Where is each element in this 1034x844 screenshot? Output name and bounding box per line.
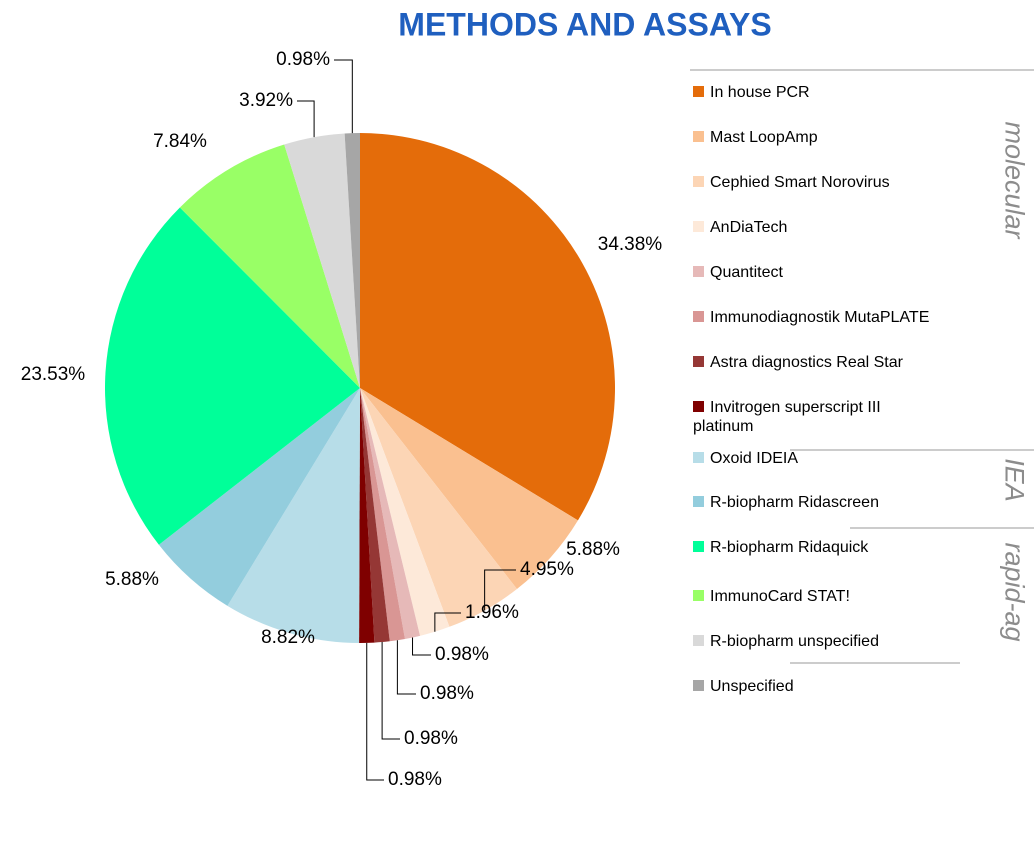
pie-slice — [360, 388, 405, 642]
pie-slice — [344, 133, 360, 388]
legend-label: Astra diagnostics Real Star — [710, 354, 903, 371]
legend-group-label: molecular — [999, 121, 1030, 239]
pie-slice — [284, 133, 360, 388]
legend-swatch — [693, 680, 704, 691]
legend-label: In house PCR — [710, 84, 810, 101]
leader-line — [297, 100, 315, 138]
leader-line — [381, 642, 400, 740]
legend-item: AnDiaTech — [693, 218, 787, 237]
legend-swatch — [693, 86, 704, 97]
data-label: 0.98% — [420, 683, 474, 704]
pie-slice — [360, 388, 578, 589]
legend-item: Quantitect — [693, 263, 783, 282]
legend-item: R-biopharm Ridaquick — [693, 538, 868, 557]
legend-swatch — [693, 266, 704, 277]
legend-label: AnDiaTech — [710, 219, 788, 236]
legend-swatch — [693, 590, 704, 601]
legend-swatch — [693, 401, 704, 412]
pie-slice — [179, 144, 360, 388]
pie-slice — [360, 388, 517, 627]
pie-slice — [227, 388, 360, 643]
pie-slice — [360, 388, 421, 640]
data-label: 1.96% — [465, 602, 519, 623]
legend-group-label: IEA — [999, 458, 1030, 502]
legend-swatch — [693, 221, 704, 232]
legend-label: Cephied Smart Norovirus — [710, 174, 890, 191]
leader-line — [412, 637, 431, 656]
data-label: 0.98% — [435, 644, 489, 665]
legend-swatch — [693, 541, 704, 552]
data-label: 0.98% — [388, 769, 442, 790]
legend-item: R-biopharm unspecified — [693, 632, 879, 651]
data-label: 0.98% — [276, 49, 330, 70]
legend-group-label: rapid-ag — [999, 542, 1030, 642]
legend-swatch — [693, 356, 704, 367]
pie-slice — [158, 388, 360, 606]
leader-line — [484, 569, 516, 611]
leader-line — [366, 642, 384, 781]
legend-item: R-biopharm Ridascreen — [693, 493, 879, 512]
pie-slice — [360, 133, 616, 521]
legend-label: Quantitect — [710, 264, 783, 281]
legend-swatch — [693, 496, 704, 507]
data-label: 8.82% — [261, 627, 315, 648]
pie-slice — [360, 388, 450, 636]
leader-line — [334, 59, 353, 134]
legend-label: R-biopharm Ridaquick — [710, 539, 869, 556]
legend-swatch — [693, 635, 704, 646]
data-label: 0.98% — [404, 728, 458, 749]
leader-line — [434, 612, 461, 632]
legend-item: Immunodiagnostik MutaPLATE — [693, 308, 929, 327]
legend-label: Oxoid IDEIA — [710, 450, 799, 467]
data-label: 3.92% — [239, 90, 293, 111]
data-label: 5.88% — [105, 569, 159, 590]
legend-swatch — [693, 131, 704, 142]
legend-label: R-biopharm unspecified — [710, 633, 879, 650]
legend-swatch — [693, 452, 704, 463]
legend-swatch — [693, 311, 704, 322]
legend-label: Mast LoopAmp — [710, 129, 818, 146]
leader-line — [396, 640, 416, 695]
legend-label: Immunodiagnostik MutaPLATE — [710, 309, 930, 326]
data-label: 4.95% — [520, 559, 574, 580]
data-label: 23.53% — [21, 364, 86, 385]
legend-item: ImmunoCard STAT! — [693, 587, 850, 606]
legend-swatch — [693, 176, 704, 187]
legend-item: Oxoid IDEIA — [693, 449, 798, 468]
chart-title: METHODS AND ASSAYS — [398, 6, 771, 42]
legend-label: R-biopharm Ridascreen — [710, 494, 879, 511]
pie-slice — [104, 207, 360, 545]
data-label: 7.84% — [153, 131, 207, 152]
legend-item: Cephied Smart Norovirus — [693, 173, 890, 192]
legend-item: Astra diagnostics Real Star — [693, 353, 903, 372]
pie-slice — [359, 388, 375, 643]
legend-label: Unspecified — [710, 678, 794, 695]
legend-item: Invitrogen superscript III platinum — [693, 398, 943, 436]
pie-slice — [360, 388, 390, 643]
legend-label: ImmunoCard STAT! — [710, 588, 850, 605]
data-label: 34.38% — [598, 234, 663, 255]
legend-item: In house PCR — [693, 83, 810, 102]
data-label: 5.88% — [566, 539, 620, 560]
legend-item: Mast LoopAmp — [693, 128, 818, 147]
legend-item: Unspecified — [693, 677, 794, 696]
legend-label: Invitrogen superscript III platinum — [693, 399, 881, 435]
